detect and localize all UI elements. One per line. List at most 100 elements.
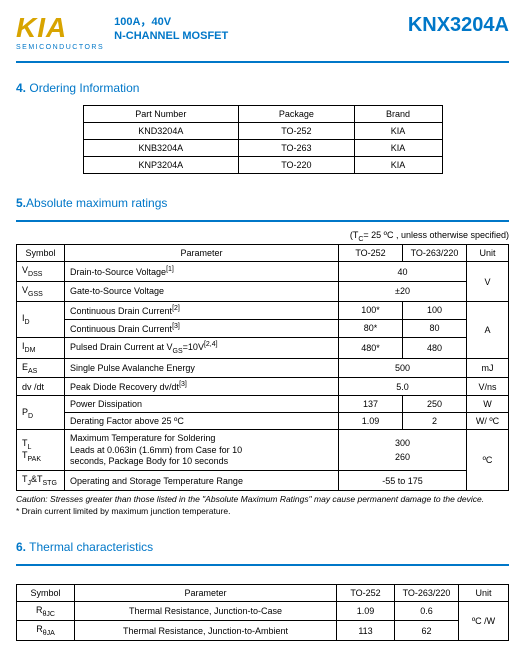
symbol-cell: PD <box>17 396 65 430</box>
col-header: Package <box>239 106 354 123</box>
symbol-cell: IDM <box>17 337 65 358</box>
value-cell: ±20 <box>339 282 467 302</box>
symbol-cell: VDSS <box>17 262 65 282</box>
table-row: dv /dt Peak Diode Recovery dv/dt[3] 5.0 … <box>17 378 509 396</box>
section5-heading: 5.Absolute maximum ratings <box>16 196 509 210</box>
header-rule <box>16 61 509 63</box>
page-header: KIA SEMICONDUCTORS 100A，40V N-CHANNEL MO… <box>16 14 509 51</box>
value-cell: 250 <box>403 396 467 413</box>
param-cell: Single Pulse Avalanche Energy <box>65 358 339 378</box>
col-header: Brand <box>354 106 442 123</box>
footnote-star: * Drain current limited by maximum junct… <box>16 506 509 516</box>
value-cell: -55 to 175 <box>339 471 467 491</box>
logo-subtext: SEMICONDUCTORS <box>16 44 104 51</box>
col-header: Parameter <box>75 584 337 601</box>
title-line2: N-CHANNEL MOSFET <box>114 30 228 42</box>
cell: KIA <box>354 157 442 174</box>
value-cell: 480* <box>339 337 403 358</box>
unit-cell: W/ ºC <box>467 413 509 430</box>
unit-cell: V/ns <box>467 378 509 396</box>
col-header: Unit <box>467 245 509 262</box>
col-header: TO-263/220 <box>403 245 467 262</box>
symbol-cell: dv /dt <box>17 378 65 396</box>
table-row: KND3204A TO-252 KIA <box>83 123 442 140</box>
section4-num: 4. <box>16 81 26 95</box>
value-cell: 5.0 <box>339 378 467 396</box>
table-row: VDSS Drain-to-Source Voltage[1] 40 V <box>17 262 509 282</box>
value-cell: 80 <box>403 319 467 337</box>
param-cell: Power Dissipation <box>65 396 339 413</box>
cell: TO-220 <box>239 157 354 174</box>
symbol-cell: RθJC <box>17 601 75 621</box>
symbol-cell: TLTPAK <box>17 430 65 471</box>
logo-block: KIA SEMICONDUCTORS <box>16 14 104 51</box>
table-row: TJ&TSTG Operating and Storage Temperatur… <box>17 471 509 491</box>
table-row: Derating Factor above 25 ºC 1.09 2 W/ ºC <box>17 413 509 430</box>
unit-cell: A <box>467 301 509 358</box>
unit-cell: V <box>467 262 509 302</box>
col-header: Part Number <box>83 106 239 123</box>
param-cell: Continuous Drain Current[2] <box>65 301 339 319</box>
page: KIA SEMICONDUCTORS 100A，40V N-CHANNEL MO… <box>0 0 525 661</box>
title-line1: 100A，40V <box>114 16 171 28</box>
cell: KIA <box>354 123 442 140</box>
caution-note: Caution: Stresses greater than those lis… <box>16 494 509 505</box>
table-row: RθJC Thermal Resistance, Junction-to-Cas… <box>17 601 509 621</box>
symbol-cell: ID <box>17 301 65 337</box>
value-cell: 80* <box>339 319 403 337</box>
symbol-cell: VGSS <box>17 282 65 302</box>
section5-rule <box>16 220 509 222</box>
cell: KNP3204A <box>83 157 239 174</box>
symbol-cell: EAS <box>17 358 65 378</box>
table-row: TLTPAK Maximum Temperature for Soldering… <box>17 430 509 471</box>
param-cell: Derating Factor above 25 ºC <box>65 413 339 430</box>
cell: TO-263 <box>239 140 354 157</box>
section5-title: Absolute maximum ratings <box>26 196 167 210</box>
table-row: VGSS Gate-to-Source Voltage ±20 <box>17 282 509 302</box>
section6-title: Thermal characteristics <box>29 540 153 554</box>
param-cell: Operating and Storage Temperature Range <box>65 471 339 491</box>
table-row: EAS Single Pulse Avalanche Energy 500 mJ <box>17 358 509 378</box>
value-cell: 40 <box>339 262 467 282</box>
table-row: PD Power Dissipation 137 250 W <box>17 396 509 413</box>
value-cell: 0.6 <box>395 601 459 621</box>
cell: KNB3204A <box>83 140 239 157</box>
unit-cell: ºC <box>467 430 509 491</box>
col-header: TO-263/220 <box>395 584 459 601</box>
section4-title: Ordering Information <box>29 81 139 95</box>
value-cell: 137 <box>339 396 403 413</box>
cell: KND3204A <box>83 123 239 140</box>
value-cell: 500 <box>339 358 467 378</box>
table-row: KNP3204A TO-220 KIA <box>83 157 442 174</box>
value-cell: 2 <box>403 413 467 430</box>
param-cell: Thermal Resistance, Junction-to-Case <box>75 601 337 621</box>
amr-table: Symbol Parameter TO-252 TO-263/220 Unit … <box>16 244 509 491</box>
col-header: Symbol <box>17 584 75 601</box>
ordering-table: Part Number Package Brand KND3204A TO-25… <box>83 105 443 174</box>
section6-num: 6. <box>16 540 26 554</box>
table-row: Continuous Drain Current[3] 80* 80 <box>17 319 509 337</box>
table-row: ID Continuous Drain Current[2] 100* 100 … <box>17 301 509 319</box>
thermal-table: Symbol Parameter TO-252 TO-263/220 Unit … <box>16 584 509 642</box>
unit-cell: mJ <box>467 358 509 378</box>
section4-heading: 4. Ordering Information <box>16 81 509 95</box>
param-cell: Continuous Drain Current[3] <box>65 319 339 337</box>
logo-text: KIA <box>16 14 104 42</box>
section6-rule <box>16 564 509 566</box>
unit-cell: ºC /W <box>459 601 509 641</box>
part-number: KNX3204A <box>408 14 509 37</box>
section6-heading: 6. Thermal characteristics <box>16 540 509 554</box>
symbol-cell: TJ&TSTG <box>17 471 65 491</box>
section5-num: 5. <box>16 196 26 210</box>
col-header: TO-252 <box>339 245 403 262</box>
col-header: TO-252 <box>337 584 395 601</box>
value-cell: 480 <box>403 337 467 358</box>
col-header: Parameter <box>65 245 339 262</box>
cond-rest: = 25 ºC , unless otherwise specified) <box>363 230 509 240</box>
table-header-row: Symbol Parameter TO-252 TO-263/220 Unit <box>17 584 509 601</box>
cell: KIA <box>354 140 442 157</box>
value-cell: 100 <box>403 301 467 319</box>
value-cell: 1.09 <box>339 413 403 430</box>
value-cell: 300260 <box>339 430 467 471</box>
value-cell: 1.09 <box>337 601 395 621</box>
